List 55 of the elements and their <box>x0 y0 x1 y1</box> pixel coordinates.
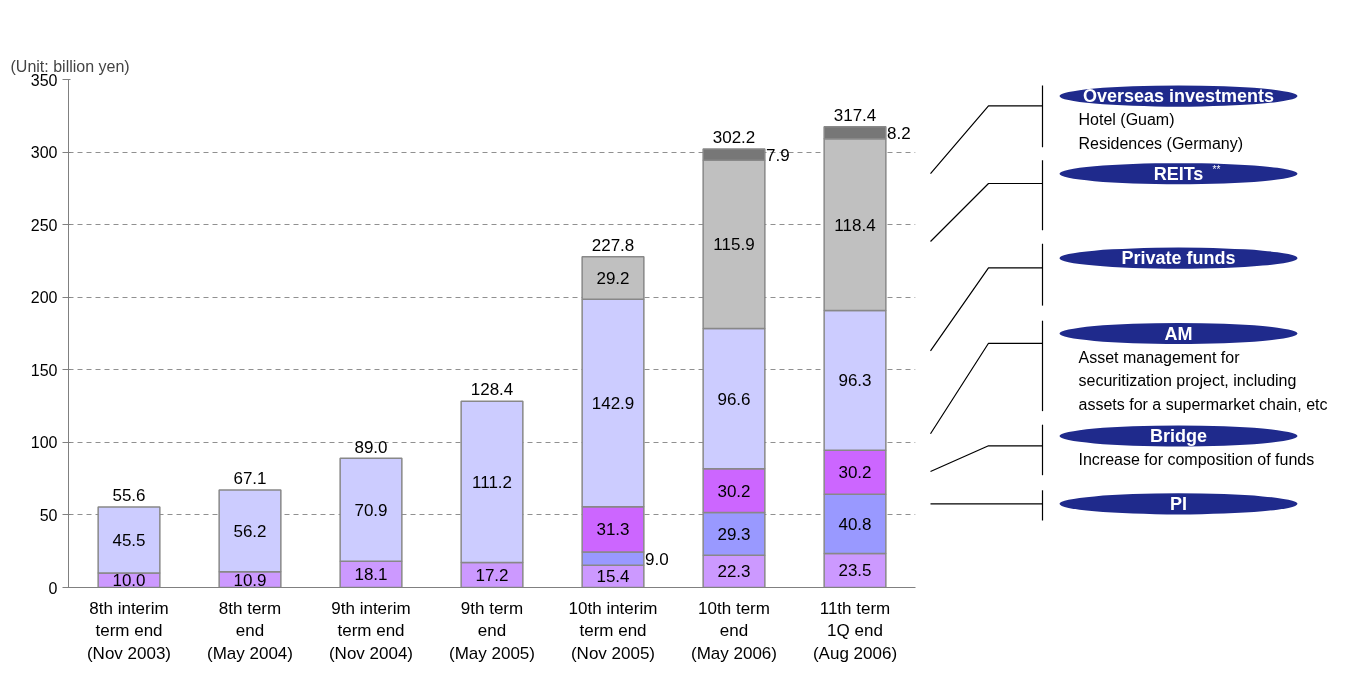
data-label: 22.3 <box>717 562 751 582</box>
data-label: 8.2 <box>887 123 911 143</box>
data-label: 30.2 <box>717 481 751 501</box>
data-label: 7.9 <box>766 145 790 165</box>
total-label: 55.6 <box>112 486 146 506</box>
data-label: 29.3 <box>717 524 751 544</box>
data-label: 15.4 <box>596 567 630 587</box>
y-tick-label: 150 <box>30 361 58 379</box>
text: Hotel (Guam) Residences (Germany) <box>1078 111 1243 152</box>
data-label: 10.0 <box>112 571 146 591</box>
total-label: 227.8 <box>591 236 635 256</box>
y-tick-label: 250 <box>30 216 58 234</box>
y-tick-label: 0 <box>48 579 58 597</box>
x-tick-label: 11th term 1Q end (Aug 2006) <box>812 598 898 664</box>
text: Bridge <box>1150 426 1208 446</box>
data-label: 10.9 <box>233 570 267 590</box>
total-label: 128.4 <box>470 380 514 400</box>
x-tick-label: 9th interim term end (Nov 2004) <box>328 598 414 664</box>
y-tick-label: 200 <box>30 289 58 307</box>
data-label: 96.6 <box>717 389 751 409</box>
y-tick-label: 100 <box>30 434 58 452</box>
text: Asset management for securitization project, including assets for a supermarket chain, etc <box>1078 348 1328 414</box>
y-tick-label: 300 <box>30 144 58 162</box>
text: AM <box>1164 323 1193 344</box>
text: PI <box>1170 493 1188 514</box>
x-tick-label: 9th term end (May 2005) <box>449 598 535 664</box>
text: Overseas investments <box>1082 86 1275 107</box>
data-label: 56.2 <box>233 521 267 541</box>
data-label: 70.9 <box>354 500 388 520</box>
total-label: 302.2 <box>712 128 756 148</box>
data-label: 142.9 <box>591 393 635 413</box>
total-label: 67.1 <box>233 469 267 489</box>
data-label: 45.5 <box>112 530 146 550</box>
x-tick-label: 10th interim term end (Nov 2005) <box>568 598 658 664</box>
data-label: 96.3 <box>838 371 872 391</box>
text: Private funds <box>1121 248 1236 269</box>
data-label: 29.2 <box>596 269 630 289</box>
data-label: 31.3 <box>596 520 630 540</box>
x-tick-label: 10th term end (May 2006) <box>691 598 777 664</box>
data-label: 118.4 <box>834 215 876 235</box>
text: REITs** <box>1153 163 1221 184</box>
data-label: 111.2 <box>471 472 513 492</box>
y-tick-label: 50 <box>39 506 58 524</box>
data-label: 9.0 <box>645 549 669 569</box>
total-label: 89.0 <box>354 437 388 457</box>
data-label: 23.5 <box>838 561 872 581</box>
total-label: 317.4 <box>833 106 877 126</box>
x-tick-label: 8th interim term end (Nov 2003) <box>86 598 172 664</box>
text: Increase for composition of funds <box>1078 451 1315 469</box>
data-label: 40.8 <box>838 514 872 534</box>
data-label: 30.2 <box>838 463 872 483</box>
data-label: 17.2 <box>475 566 509 586</box>
data-label: 18.1 <box>354 565 388 585</box>
x-tick-label: 8th term end (May 2004) <box>207 598 293 664</box>
data-label: 115.9 <box>713 235 755 255</box>
